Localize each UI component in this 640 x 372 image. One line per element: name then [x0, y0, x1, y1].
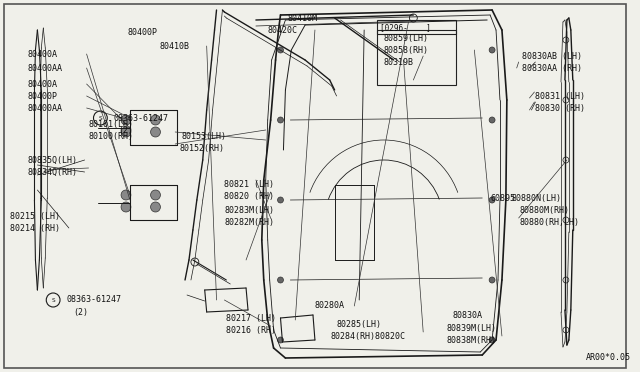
- Text: 80880(RH,LH): 80880(RH,LH): [520, 218, 580, 227]
- Bar: [377, 20, 456, 34]
- Text: 80400P: 80400P: [28, 92, 58, 100]
- Text: (2): (2): [118, 125, 133, 135]
- Text: 08363-61247: 08363-61247: [113, 113, 168, 122]
- Text: 80152(RH): 80152(RH): [179, 144, 224, 153]
- Text: 80831 (LH): 80831 (LH): [536, 92, 586, 100]
- Text: 80835Q(LH): 80835Q(LH): [28, 155, 77, 164]
- Text: 80283M(LH): 80283M(LH): [225, 205, 275, 215]
- Text: 80420C: 80420C: [268, 26, 298, 35]
- Text: 80834Q(RH): 80834Q(RH): [28, 167, 77, 176]
- Circle shape: [150, 115, 161, 125]
- Text: 80859(LH): 80859(LH): [384, 33, 429, 42]
- Text: 80400A: 80400A: [28, 49, 58, 58]
- Circle shape: [121, 202, 131, 212]
- Text: (2): (2): [73, 308, 88, 317]
- Circle shape: [278, 197, 284, 203]
- Text: 80858(RH): 80858(RH): [384, 45, 429, 55]
- Circle shape: [121, 190, 131, 200]
- Text: 80100(RH): 80100(RH): [88, 131, 134, 141]
- Text: 80880M(RH): 80880M(RH): [520, 205, 570, 215]
- Text: 80400AA: 80400AA: [28, 64, 63, 73]
- Text: 80217 (LH): 80217 (LH): [227, 314, 276, 323]
- Circle shape: [489, 277, 495, 283]
- Text: 80215 (LH): 80215 (LH): [10, 212, 60, 221]
- Circle shape: [150, 190, 161, 200]
- Text: 80285(LH): 80285(LH): [337, 320, 381, 328]
- Circle shape: [121, 115, 131, 125]
- Text: 80280A: 80280A: [315, 301, 345, 311]
- Circle shape: [150, 127, 161, 137]
- Text: S: S: [51, 298, 55, 302]
- Circle shape: [489, 197, 495, 203]
- Text: 80282M(RH): 80282M(RH): [225, 218, 275, 227]
- Text: AR00*0.05: AR00*0.05: [586, 353, 630, 362]
- Text: 80830AA (RH): 80830AA (RH): [522, 64, 582, 73]
- Text: 80284(RH)80820C: 80284(RH)80820C: [331, 331, 406, 340]
- Circle shape: [121, 127, 131, 137]
- Circle shape: [278, 117, 284, 123]
- Text: 80410M: 80410M: [287, 13, 317, 22]
- Circle shape: [489, 117, 495, 123]
- Text: 80880N(LH): 80880N(LH): [512, 193, 562, 202]
- Text: 60895: 60895: [490, 193, 515, 202]
- Text: 80400P: 80400P: [128, 28, 158, 36]
- Text: 80830AB (LH): 80830AB (LH): [522, 51, 582, 61]
- Text: 08363-61247: 08363-61247: [67, 295, 122, 305]
- Text: 80216 (RH): 80216 (RH): [227, 326, 276, 334]
- Text: 80838M(RH): 80838M(RH): [447, 336, 497, 344]
- Circle shape: [278, 337, 284, 343]
- Text: 80830A: 80830A: [452, 311, 483, 321]
- Text: 80400AA: 80400AA: [28, 103, 63, 112]
- Circle shape: [278, 277, 284, 283]
- Text: 80410B: 80410B: [159, 42, 189, 51]
- Bar: [377, 30, 456, 85]
- Text: 80839M(LH): 80839M(LH): [447, 324, 497, 333]
- Text: [0296-    ]: [0296- ]: [380, 23, 431, 32]
- Text: S: S: [99, 115, 102, 121]
- Circle shape: [278, 47, 284, 53]
- Circle shape: [489, 337, 495, 343]
- Circle shape: [150, 202, 161, 212]
- Text: 80214 (RH): 80214 (RH): [10, 224, 60, 232]
- Text: 80830 (RH): 80830 (RH): [536, 103, 586, 112]
- Text: 80153(LH): 80153(LH): [181, 131, 226, 141]
- Text: 80821 (LH): 80821 (LH): [225, 180, 275, 189]
- Text: 80101(LH): 80101(LH): [88, 119, 134, 128]
- Circle shape: [489, 47, 495, 53]
- Text: 80820 (RH): 80820 (RH): [225, 192, 275, 201]
- Text: 80319B: 80319B: [384, 58, 414, 67]
- Text: 80400A: 80400A: [28, 80, 58, 89]
